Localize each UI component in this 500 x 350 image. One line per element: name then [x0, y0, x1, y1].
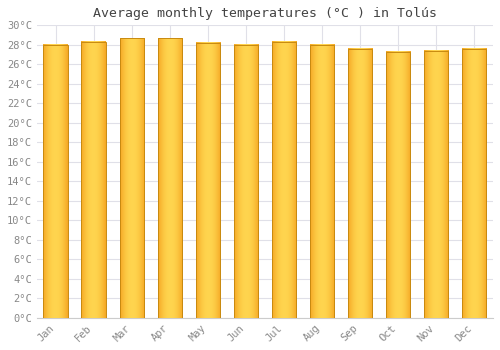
Bar — [386, 51, 410, 318]
Bar — [196, 43, 220, 318]
Bar — [348, 49, 372, 318]
Bar — [82, 42, 106, 318]
Bar — [158, 38, 182, 318]
Bar — [120, 38, 144, 318]
Title: Average monthly temperatures (°C ) in Tolús: Average monthly temperatures (°C ) in To… — [93, 7, 437, 20]
Bar — [44, 45, 68, 318]
Bar — [272, 42, 296, 318]
Bar — [310, 45, 334, 318]
Bar — [462, 49, 486, 318]
Bar — [424, 51, 448, 318]
Bar — [234, 45, 258, 318]
